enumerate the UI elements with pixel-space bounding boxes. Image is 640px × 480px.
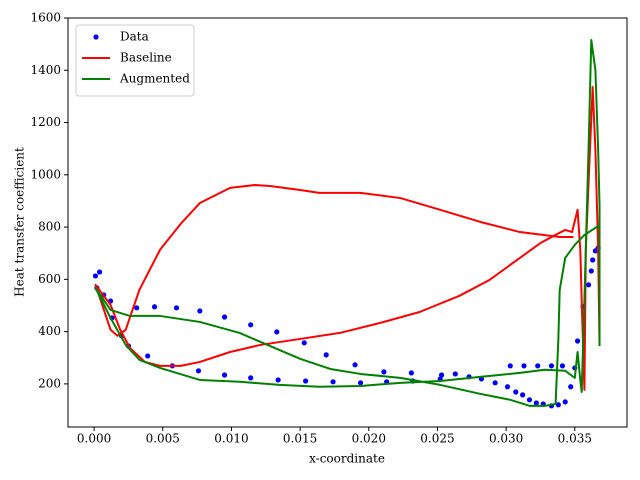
data-point <box>275 377 281 383</box>
data-point <box>559 363 566 369</box>
x-tick-label: 0.015 <box>283 432 317 446</box>
data-point <box>197 308 203 314</box>
y-tick-label: 400 <box>38 324 61 338</box>
x-tick-label: 0.010 <box>214 432 248 446</box>
data-point <box>195 368 202 374</box>
legend-label: Data <box>120 30 149 44</box>
data-point <box>303 378 309 384</box>
legend-label: Augmented <box>119 72 190 86</box>
data-point <box>548 363 555 369</box>
data-point <box>521 363 527 369</box>
data-point <box>526 397 533 403</box>
x-tick-label: 0.020 <box>352 432 386 446</box>
x-axis-label: x-coordinate <box>309 452 385 466</box>
data-point <box>568 384 574 390</box>
y-tick-label: 200 <box>38 376 61 390</box>
y-axis-label: Heat transfer coefficient <box>13 147 27 297</box>
data-point <box>452 371 458 377</box>
data-point <box>221 314 228 320</box>
x-tick-label: 0.000 <box>77 432 111 446</box>
x-tick-label: 0.030 <box>489 432 523 446</box>
data-point <box>151 304 158 310</box>
data-point <box>533 400 539 406</box>
data-point <box>352 362 358 368</box>
data-point <box>248 375 254 381</box>
plot-area <box>92 38 601 409</box>
data-point <box>588 268 594 274</box>
legend-label: Baseline <box>120 51 172 65</box>
legend-marker <box>93 34 99 40</box>
data-point <box>134 305 140 311</box>
data-point <box>535 363 541 369</box>
data-point <box>221 372 228 378</box>
series-line <box>94 38 601 407</box>
data-point <box>492 380 498 386</box>
y-tick-label: 800 <box>38 220 61 234</box>
data-point <box>274 329 280 335</box>
data-point <box>585 282 592 288</box>
data-point <box>590 257 596 263</box>
data-point <box>408 370 414 376</box>
data-point <box>92 273 99 279</box>
data-point <box>145 353 151 359</box>
data-point <box>248 322 254 328</box>
data-point <box>301 340 307 346</box>
data-point <box>520 392 526 398</box>
data-point <box>323 352 329 358</box>
data-point <box>555 402 561 408</box>
data-point <box>173 305 180 311</box>
x-tick-label: 0.035 <box>558 432 592 446</box>
data-point <box>381 369 387 375</box>
x-tick-label: 0.005 <box>146 432 180 446</box>
data-point <box>513 389 519 395</box>
y-tick-label: 1600 <box>30 11 61 25</box>
x-tick-label: 0.025 <box>420 432 454 446</box>
data-point <box>504 384 511 390</box>
data-point <box>562 399 568 405</box>
data-point <box>438 372 445 378</box>
y-tick-label: 600 <box>38 272 61 286</box>
plot-frame <box>67 17 628 428</box>
y-tick-label: 1000 <box>30 167 61 181</box>
y-tick-label: 1200 <box>30 115 61 129</box>
y-tick-label: 1400 <box>30 63 61 77</box>
data-point <box>357 380 364 386</box>
data-point <box>330 379 336 385</box>
series-line <box>94 85 601 391</box>
data-point <box>96 269 103 275</box>
data-point <box>574 338 581 344</box>
data-point <box>507 363 513 369</box>
